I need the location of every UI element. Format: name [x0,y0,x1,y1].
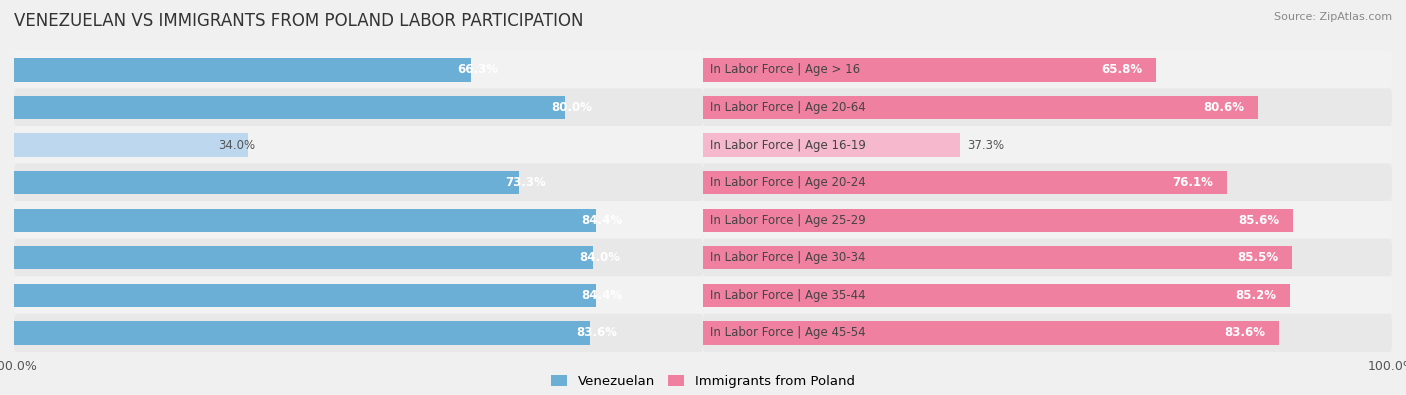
Legend: Venezuelan, Immigrants from Poland: Venezuelan, Immigrants from Poland [551,375,855,388]
Text: 66.3%: 66.3% [457,64,498,77]
FancyBboxPatch shape [14,88,703,127]
Text: 76.1%: 76.1% [1173,176,1213,189]
FancyBboxPatch shape [703,164,1392,202]
Text: 80.6%: 80.6% [1204,101,1244,114]
Bar [14,321,591,344]
Text: 84.4%: 84.4% [582,214,623,227]
Text: 84.4%: 84.4% [582,289,623,302]
Bar [14,134,249,157]
Text: 37.3%: 37.3% [967,139,1004,152]
Bar [703,246,1292,269]
Bar [703,58,1156,82]
Text: In Labor Force | Age 16-19: In Labor Force | Age 16-19 [710,139,866,152]
Text: 65.8%: 65.8% [1101,64,1143,77]
FancyBboxPatch shape [14,201,703,239]
FancyBboxPatch shape [703,126,1392,164]
FancyBboxPatch shape [703,88,1392,127]
Bar [703,134,960,157]
Bar [14,171,519,194]
Text: 85.5%: 85.5% [1237,251,1278,264]
Bar [14,58,471,82]
FancyBboxPatch shape [14,314,703,352]
Bar [703,284,1289,307]
Text: VENEZUELAN VS IMMIGRANTS FROM POLAND LABOR PARTICIPATION: VENEZUELAN VS IMMIGRANTS FROM POLAND LAB… [14,12,583,30]
FancyBboxPatch shape [703,201,1392,239]
FancyBboxPatch shape [703,276,1392,314]
Text: 83.6%: 83.6% [1225,326,1265,339]
Bar [14,209,596,232]
Bar [703,209,1292,232]
FancyBboxPatch shape [14,164,703,202]
Text: In Labor Force | Age 30-34: In Labor Force | Age 30-34 [710,251,865,264]
Text: 34.0%: 34.0% [218,139,254,152]
Text: 84.0%: 84.0% [579,251,620,264]
Bar [14,246,593,269]
FancyBboxPatch shape [703,51,1392,89]
Bar [703,321,1279,344]
Bar [703,171,1227,194]
FancyBboxPatch shape [14,126,703,164]
Text: In Labor Force | Age 25-29: In Labor Force | Age 25-29 [710,214,866,227]
Text: In Labor Force | Age 35-44: In Labor Force | Age 35-44 [710,289,866,302]
FancyBboxPatch shape [14,239,703,277]
Text: 85.6%: 85.6% [1237,214,1279,227]
Text: In Labor Force | Age 45-54: In Labor Force | Age 45-54 [710,326,866,339]
Text: In Labor Force | Age > 16: In Labor Force | Age > 16 [710,64,860,77]
Text: 85.2%: 85.2% [1236,289,1277,302]
Text: 80.0%: 80.0% [551,101,592,114]
Bar [14,96,565,119]
Text: 83.6%: 83.6% [576,326,617,339]
Text: Source: ZipAtlas.com: Source: ZipAtlas.com [1274,12,1392,22]
Bar [703,96,1258,119]
Text: In Labor Force | Age 20-64: In Labor Force | Age 20-64 [710,101,866,114]
Text: 73.3%: 73.3% [505,176,546,189]
FancyBboxPatch shape [14,51,703,89]
FancyBboxPatch shape [14,276,703,314]
FancyBboxPatch shape [703,239,1392,277]
Text: In Labor Force | Age 20-24: In Labor Force | Age 20-24 [710,176,866,189]
Bar [14,284,596,307]
FancyBboxPatch shape [703,314,1392,352]
